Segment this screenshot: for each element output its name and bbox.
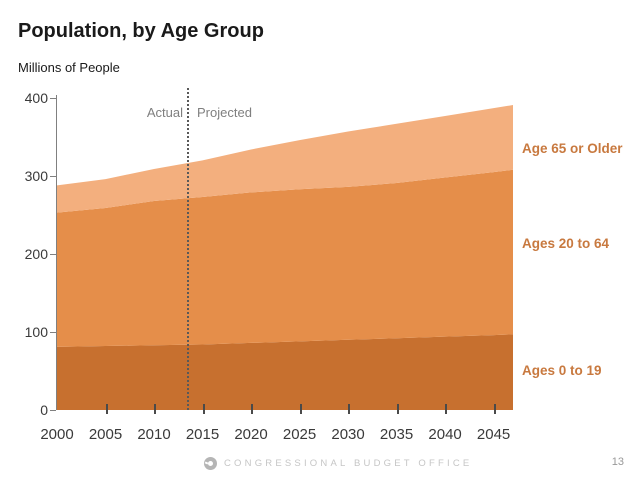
legend-label-ages-20-to-64: Ages 20 to 64 [522,236,610,251]
area-band-age-65-or-older [57,105,513,213]
y-axis-tick-mark [50,410,56,411]
cbo-logo-icon [204,457,217,470]
area-band-ages-20-to-64 [57,169,513,347]
stacked-area-plot [57,105,513,410]
legend-label-ages-0-to-19: Ages 0 to 19 [522,363,602,378]
y-axis-tick-label-400: 400 [24,90,48,106]
y-axis-tick-mark [50,332,56,333]
y-axis-tick-mark [50,98,56,99]
x-axis-tick-label-2025: 2025 [282,426,317,443]
y-axis-tick-label-200: 200 [24,246,48,262]
projected-period-label: Projected [197,105,252,120]
y-axis-units-label: Millions of People [18,60,120,75]
actual-period-label: Actual [146,105,183,120]
y-axis-tick-mark [50,176,56,177]
x-axis-tick-mark [203,404,205,414]
legend-label-age-65-or-older: Age 65 or Older [522,141,623,156]
x-axis-tick-mark [445,404,447,414]
x-axis-tick-label-2035: 2035 [379,426,414,443]
x-axis-tick-mark [106,404,108,414]
y-axis-tick-label-100: 100 [24,324,48,340]
y-axis-tick-label-300: 300 [24,168,48,184]
actual-projected-divider-line [187,88,189,410]
footer-brand-text: CONGRESSIONAL BUDGET OFFICE [224,458,473,469]
x-axis-tick-label-2010: 2010 [137,426,171,443]
x-axis-tick-mark [397,404,399,414]
x-axis-tick-label-2045: 2045 [476,426,511,443]
x-axis-tick-label-2005: 2005 [88,426,123,443]
page-number: 13 [611,456,624,468]
area-band-ages-0-to-19 [57,334,513,410]
x-axis-tick-label-2000: 2000 [40,426,74,443]
x-axis-tick-mark [348,404,350,414]
y-axis-line [56,95,57,410]
x-axis-tick-label-2020: 2020 [234,426,268,443]
cbo-logo-hole [208,461,213,466]
x-axis-tick-label-2040: 2040 [428,426,462,443]
y-axis-tick-label-0: 0 [40,402,48,418]
x-axis-tick-label-2015: 2015 [185,426,220,443]
x-axis-tick-mark [251,404,253,414]
page-title: Population, by Age Group [18,20,264,42]
x-axis-tick-label-2030: 2030 [331,426,365,443]
y-axis-tick-mark [50,254,56,255]
x-axis-tick-mark [154,404,156,414]
x-axis-tick-mark [494,404,496,414]
x-axis-tick-mark [300,404,302,414]
